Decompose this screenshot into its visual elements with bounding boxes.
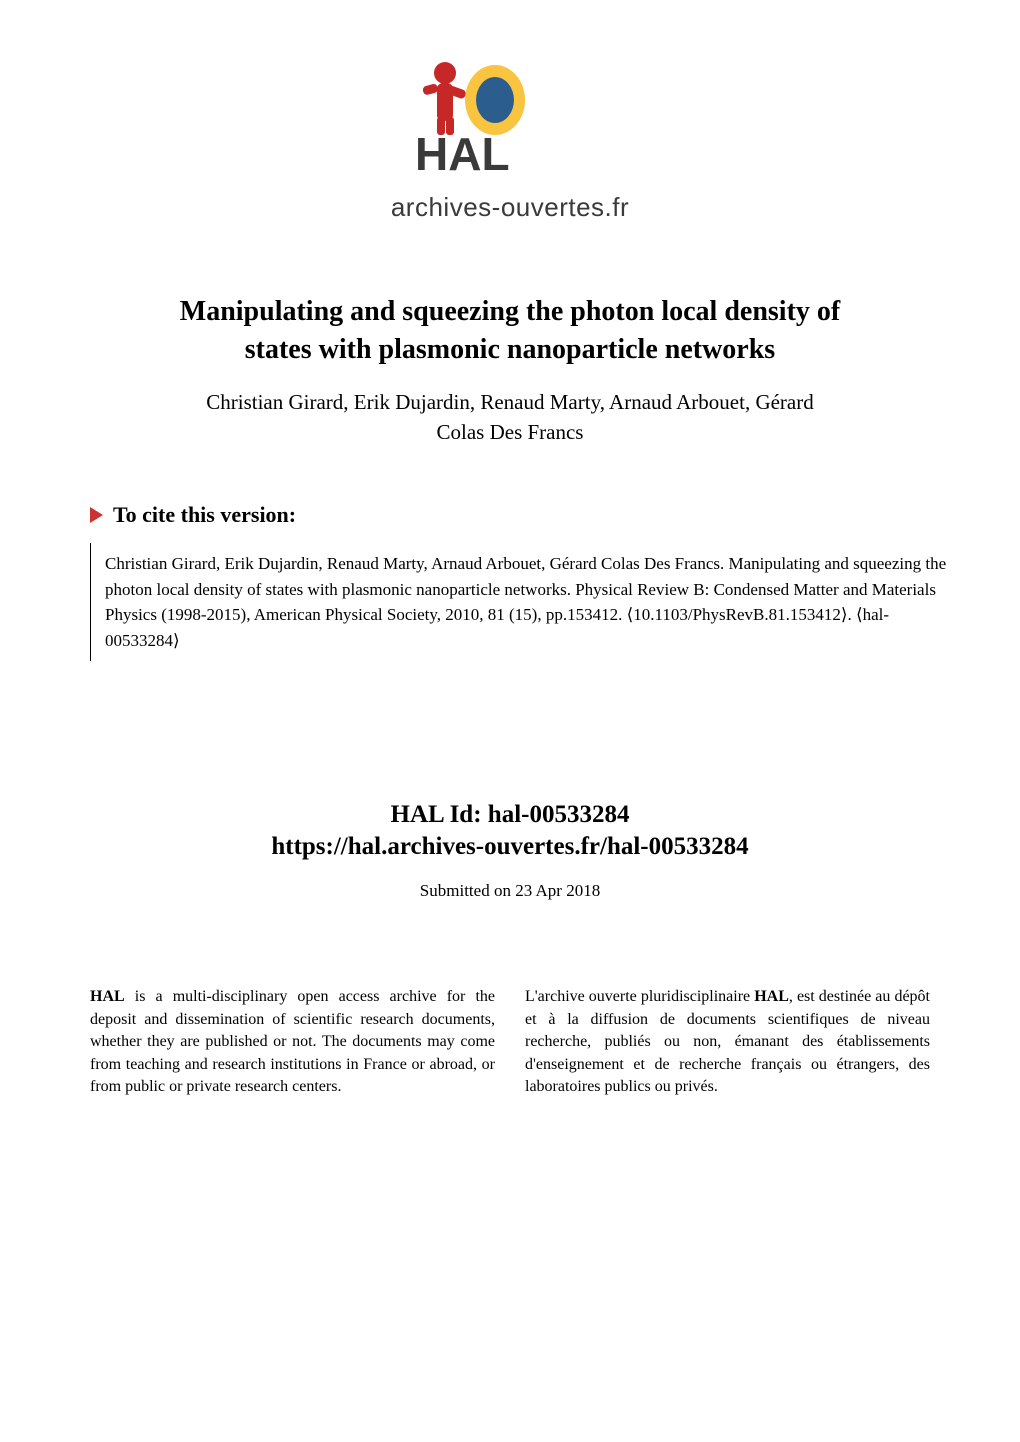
- submitted-date: Submitted on 23 Apr 2018: [0, 881, 1020, 901]
- title-section: Manipulating and squeezing the photon lo…: [0, 293, 1020, 447]
- hal-logo-icon: HAL: [410, 55, 610, 185]
- triangle-icon: [90, 507, 103, 523]
- title-line-2: states with plasmonic nanoparticle netwo…: [245, 334, 775, 365]
- citation-text: Christian Girard, Erik Dujardin, Renaud …: [90, 543, 950, 661]
- description-right: L'archive ouverte pluridisciplinaire HAL…: [525, 986, 930, 1098]
- hal-id: HAL Id: hal-00533284: [0, 801, 1020, 829]
- cite-title: To cite this version:: [113, 502, 296, 528]
- description-left: HAL is a multi-disciplinary open access …: [90, 986, 495, 1098]
- authors-line-1: Christian Girard, Erik Dujardin, Renaud …: [206, 390, 813, 414]
- logo-letters: HAL: [415, 128, 510, 180]
- title-line-1: Manipulating and squeezing the photon lo…: [180, 296, 840, 327]
- logo-section: HAL archives-ouvertes.fr: [0, 0, 1020, 223]
- hal-id-section: HAL Id: hal-00533284 https://hal.archive…: [0, 801, 1020, 901]
- paper-authors: Christian Girard, Erik Dujardin, Renaud …: [90, 387, 930, 448]
- cite-section: To cite this version: Christian Girard, …: [0, 502, 1020, 661]
- desc-left-text: is a multi-disciplinary open access arch…: [90, 988, 495, 1095]
- paper-title: Manipulating and squeezing the photon lo…: [90, 293, 930, 369]
- cite-header: To cite this version:: [90, 502, 950, 528]
- logo-subtitle: archives-ouvertes.fr: [391, 192, 629, 223]
- desc-right-start: L'archive ouverte pluridisciplinaire: [525, 988, 754, 1005]
- description-section: HAL is a multi-disciplinary open access …: [0, 986, 1020, 1098]
- desc-right-bold: HAL: [754, 988, 789, 1005]
- desc-left-bold: HAL: [90, 988, 125, 1005]
- authors-line-2: Colas Des Francs: [437, 420, 584, 444]
- hal-logo: HAL archives-ouvertes.fr: [391, 55, 629, 223]
- hal-url[interactable]: https://hal.archives-ouvertes.fr/hal-005…: [0, 833, 1020, 861]
